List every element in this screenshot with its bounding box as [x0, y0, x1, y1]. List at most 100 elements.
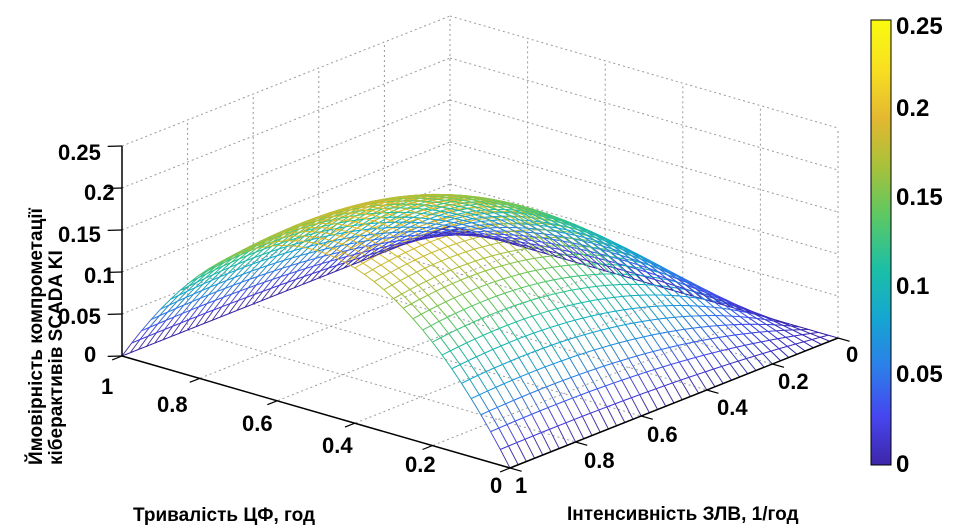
mesh-segment	[179, 281, 191, 291]
mesh-segment	[318, 274, 328, 279]
mesh-segment	[383, 284, 393, 291]
mesh-segment	[579, 227, 589, 234]
mesh-segment	[179, 319, 190, 334]
mesh-segment	[482, 217, 492, 221]
mesh-segment	[583, 240, 593, 248]
grid-line	[509, 337, 839, 469]
mesh-segment	[516, 207, 525, 212]
mesh-segment	[527, 207, 537, 212]
mesh-segment	[746, 355, 755, 360]
mesh-segment	[273, 238, 282, 242]
mesh-segment	[497, 308, 507, 313]
mesh-segment	[422, 204, 433, 209]
mesh-segment	[627, 265, 637, 275]
mesh-segment	[592, 332, 603, 348]
mesh-segment	[322, 237, 333, 242]
mesh-segment	[288, 225, 299, 230]
mesh-segment	[433, 211, 443, 215]
mesh-segment	[585, 352, 597, 370]
mesh-segment	[760, 341, 772, 352]
mesh-segment	[465, 196, 475, 199]
mesh-segment	[494, 233, 504, 238]
mesh-segment	[566, 319, 575, 323]
mesh-segment	[442, 228, 451, 231]
grid-line	[449, 99, 839, 213]
mesh-segment	[538, 248, 548, 255]
mesh-segment	[399, 217, 410, 223]
mesh-segment	[550, 255, 561, 267]
mesh-segment	[183, 293, 194, 306]
mesh-segment	[512, 237, 522, 243]
mesh-segment	[212, 265, 223, 275]
mesh-segment	[341, 243, 350, 246]
mesh-segment	[539, 407, 549, 412]
mesh-segment	[457, 254, 468, 265]
mesh-segment	[498, 242, 509, 253]
mesh-segment	[315, 217, 326, 225]
mesh-segment	[172, 313, 183, 327]
mesh-segment	[441, 225, 451, 230]
mesh-segment	[404, 204, 415, 208]
mesh-segment	[433, 228, 442, 233]
mesh-segment	[331, 210, 342, 214]
mesh-segment	[644, 257, 654, 263]
mesh-segment	[464, 240, 475, 250]
mesh-segment	[693, 291, 703, 300]
mesh-segment	[531, 240, 541, 246]
mesh-segment	[380, 241, 389, 245]
mesh-segment	[526, 257, 535, 261]
mesh-segment	[451, 204, 460, 207]
mesh-segment	[622, 295, 631, 297]
mesh-segment	[552, 239, 563, 242]
mesh-segment	[463, 218, 474, 221]
mesh-segment	[268, 255, 278, 259]
mesh-segment	[485, 217, 495, 219]
mesh-segment	[244, 244, 255, 250]
mesh-segment	[485, 197, 494, 201]
mesh-segment	[418, 237, 428, 241]
mesh-segment	[261, 297, 270, 302]
mesh-segment	[295, 221, 306, 226]
mesh-segment	[397, 239, 406, 242]
mesh-segment	[370, 222, 379, 225]
mesh-segment	[761, 339, 770, 343]
mesh-segment	[273, 260, 285, 272]
mesh-segment	[388, 208, 399, 213]
mesh-segment	[520, 287, 532, 301]
mesh-segment	[198, 303, 208, 308]
mesh-segment	[441, 354, 453, 369]
mesh-segment	[261, 245, 273, 256]
mesh-segment	[569, 224, 579, 231]
mesh-segment	[543, 344, 552, 349]
mesh-segment	[278, 273, 290, 286]
mesh-segment	[176, 291, 188, 302]
mesh-segment	[384, 231, 395, 237]
mesh-segment	[433, 205, 442, 208]
mesh-segment	[643, 334, 652, 338]
mesh-segment	[757, 323, 769, 332]
mesh-segment	[162, 325, 174, 341]
mesh-segment	[663, 385, 675, 404]
mesh-segment	[231, 281, 242, 295]
mesh-segment	[121, 342, 133, 357]
mesh-segment	[626, 340, 638, 357]
mesh-segment	[440, 208, 451, 212]
mesh-segment	[593, 263, 604, 275]
mesh-segment	[546, 386, 557, 405]
mesh-segment	[802, 333, 811, 336]
colorbar-tick: 0.25	[896, 13, 943, 40]
mesh-segment	[477, 206, 487, 211]
mesh-segment	[303, 265, 314, 277]
mesh-segment	[474, 334, 484, 340]
mesh-segment	[173, 304, 185, 318]
mesh-segment	[393, 221, 404, 228]
mesh-segment	[330, 229, 340, 235]
mesh-segment	[160, 298, 171, 310]
mesh-segment	[384, 221, 396, 229]
mesh-segment	[577, 355, 588, 372]
mesh-segment	[348, 231, 359, 236]
mesh-segment	[472, 199, 481, 203]
mesh-segment	[294, 241, 304, 245]
mesh-segment	[539, 237, 550, 247]
mesh-segment	[544, 363, 554, 368]
